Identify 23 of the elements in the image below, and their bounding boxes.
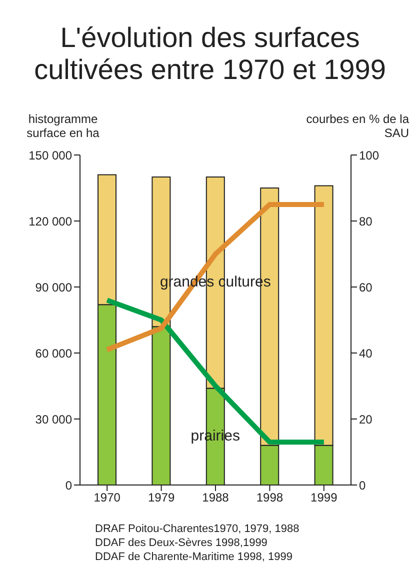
y2-tick-label: 0 (359, 478, 366, 492)
y-axis-title: histogramme surface en ha (26, 112, 100, 140)
y2-tick-label: 40 (359, 346, 373, 360)
x-tick-label: 1988 (202, 490, 230, 505)
y-tick-label: 120 000 (28, 214, 72, 228)
y-tick-label: 0 (65, 478, 72, 492)
text: DDAF de Charente-Maritime 1998, 1999 (95, 550, 294, 564)
y2-tick-label: 60 (359, 280, 373, 294)
y2-tick-label: 100 (359, 148, 380, 162)
y2-axis-title: courbes en % de la SAU (305, 112, 409, 140)
y-tick-label: 30 000 (35, 412, 72, 426)
y-tick-label: 90 000 (35, 280, 72, 294)
x-tick-label: 1999 (310, 490, 338, 505)
y-tick-label: 60 000 (35, 346, 72, 360)
y2-tick-label: 80 (359, 214, 373, 228)
x-tick-label: 1998 (256, 490, 284, 505)
text: DDAF des Deux-Sèvres 1998,1999 (95, 536, 268, 550)
x-tick-label: 1979 (148, 490, 175, 505)
text: DRAF Poitou-Charentes1970, 1979, 1988 (95, 522, 300, 536)
chart-title: L'évolution des surfaces cultivées entre 1970 et 1999 (33, 22, 387, 86)
y2-tick-label: 20 (359, 412, 373, 426)
y-tick-label: 150 000 (28, 148, 72, 162)
x-tick-label: 1970 (94, 490, 121, 505)
